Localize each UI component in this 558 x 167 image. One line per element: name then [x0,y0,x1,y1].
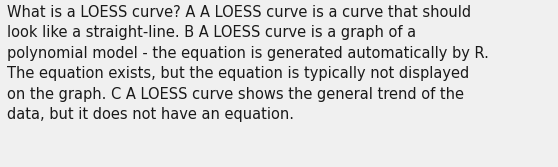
Text: What is a LOESS curve? A A LOESS curve is a curve that should
look like a straig: What is a LOESS curve? A A LOESS curve i… [7,5,489,122]
